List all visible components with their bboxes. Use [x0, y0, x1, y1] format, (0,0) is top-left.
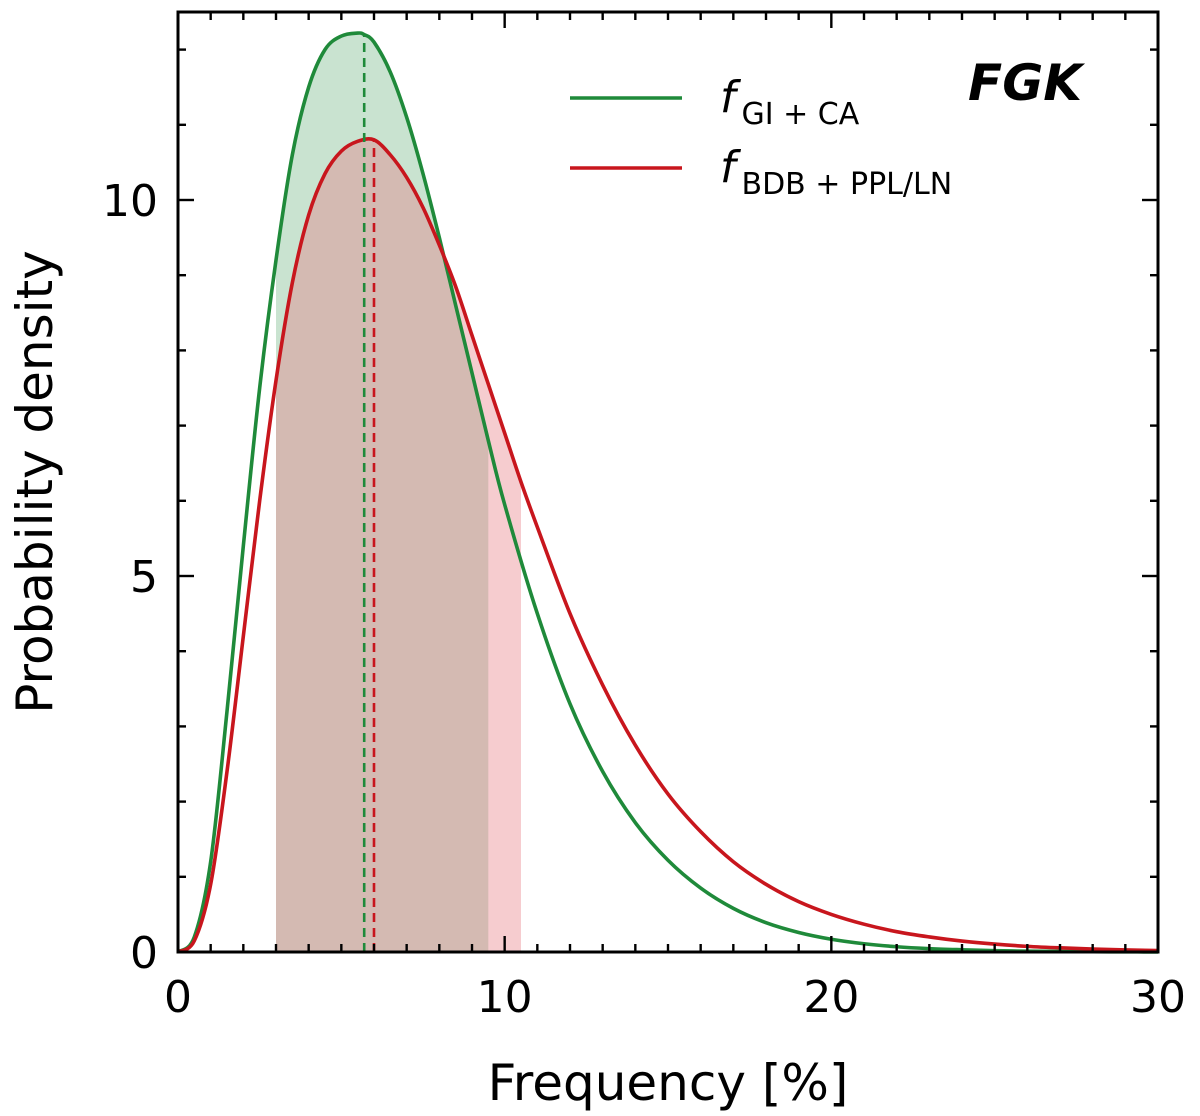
interval-fills [276, 33, 521, 953]
series-lines [176, 31, 1159, 954]
y-tick-label: 10 [102, 176, 158, 227]
y-axis-label: Probability density [6, 250, 64, 714]
legend-label-1: f BDB + PPL/LN [720, 142, 952, 202]
x-tick-label: 0 [164, 972, 192, 1023]
y-tick-label: 0 [130, 928, 158, 979]
axis-ticks: 0 10 20 30 0 5 10 [102, 12, 1186, 1023]
x-tick-label: 30 [1130, 972, 1186, 1023]
series-line-0 [176, 31, 1159, 954]
series-line-1 [176, 137, 1159, 954]
x-axis-label: Frequency [%] [488, 1054, 849, 1112]
x-tick-label: 20 [803, 972, 859, 1023]
interval-fill-series-0 [276, 33, 489, 952]
plot-frame [176, 10, 1160, 954]
interval-fill-series-1 [276, 139, 521, 953]
mode-lines [362, 34, 376, 952]
legend-label-0: f GI + CA [720, 72, 860, 132]
chart-annotation: FGK [968, 54, 1085, 112]
x-tick-label: 10 [477, 972, 533, 1023]
y-tick-label: 5 [130, 552, 158, 603]
legend: f GI + CA f BDB + PPL/LN [570, 72, 952, 202]
